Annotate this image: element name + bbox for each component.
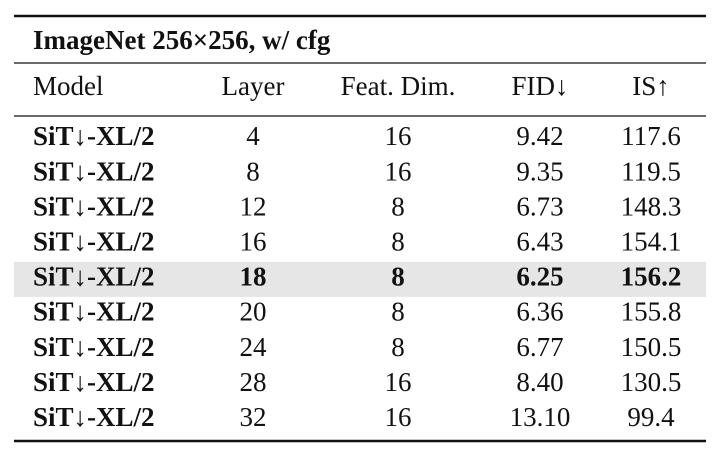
- model-cell: SiT↓-XL/2: [33, 156, 155, 186]
- value-cell: 20: [240, 297, 267, 327]
- model-cell: SiT↓-XL/2: [33, 191, 155, 221]
- value-cell: 117.6: [621, 121, 681, 151]
- column-header: Model: [33, 71, 104, 101]
- value-cell: 155.8: [621, 297, 682, 327]
- column-header: FID↓: [511, 71, 568, 101]
- value-cell: 16: [385, 367, 412, 397]
- value-cell: 8: [391, 262, 405, 292]
- value-cell: 6.77: [516, 332, 563, 362]
- value-cell: 8: [391, 191, 405, 221]
- model-cell: SiT↓-XL/2: [33, 367, 155, 397]
- value-cell: 99.4: [627, 402, 675, 432]
- model-cell: SiT↓-XL/2: [33, 332, 155, 362]
- value-cell: 148.3: [621, 191, 682, 221]
- value-cell: 6.43: [516, 227, 563, 257]
- value-cell: 13.10: [510, 402, 571, 432]
- value-cell: 12: [240, 191, 267, 221]
- value-cell: 16: [385, 156, 412, 186]
- value-cell: 16: [385, 402, 412, 432]
- value-cell: 9.35: [516, 156, 563, 186]
- column-header: IS↑: [632, 71, 670, 101]
- column-header: Feat. Dim.: [341, 71, 456, 101]
- value-cell: 6.25: [516, 262, 563, 292]
- value-cell: 9.42: [516, 121, 563, 151]
- value-cell: 154.1: [621, 227, 682, 257]
- value-cell: 8: [391, 297, 405, 327]
- value-cell: 16: [240, 227, 267, 257]
- value-cell: 8: [391, 227, 405, 257]
- column-header: Layer: [222, 71, 285, 101]
- value-cell: 24: [240, 332, 268, 362]
- value-cell: 6.36: [516, 297, 563, 327]
- value-cell: 4: [246, 121, 260, 151]
- value-cell: 28: [240, 367, 267, 397]
- value-cell: 18: [240, 262, 267, 292]
- value-cell: 150.5: [621, 332, 682, 362]
- value-cell: 130.5: [621, 367, 682, 397]
- model-cell: SiT↓-XL/2: [33, 262, 155, 292]
- model-cell: SiT↓-XL/2: [33, 227, 155, 257]
- row-highlight: [14, 261, 706, 297]
- model-cell: SiT↓-XL/2: [33, 121, 155, 151]
- value-cell: 6.73: [516, 191, 563, 221]
- value-cell: 16: [385, 121, 412, 151]
- value-cell: 8.40: [516, 367, 563, 397]
- value-cell: 8: [391, 332, 405, 362]
- table-title: ImageNet 256×256, w/ cfg: [33, 25, 331, 55]
- model-cell: SiT↓-XL/2: [33, 297, 155, 327]
- value-cell: 156.2: [621, 262, 682, 292]
- model-cell: SiT↓-XL/2: [33, 402, 155, 432]
- value-cell: 119.5: [621, 156, 681, 186]
- value-cell: 8: [246, 156, 260, 186]
- value-cell: 32: [240, 402, 267, 432]
